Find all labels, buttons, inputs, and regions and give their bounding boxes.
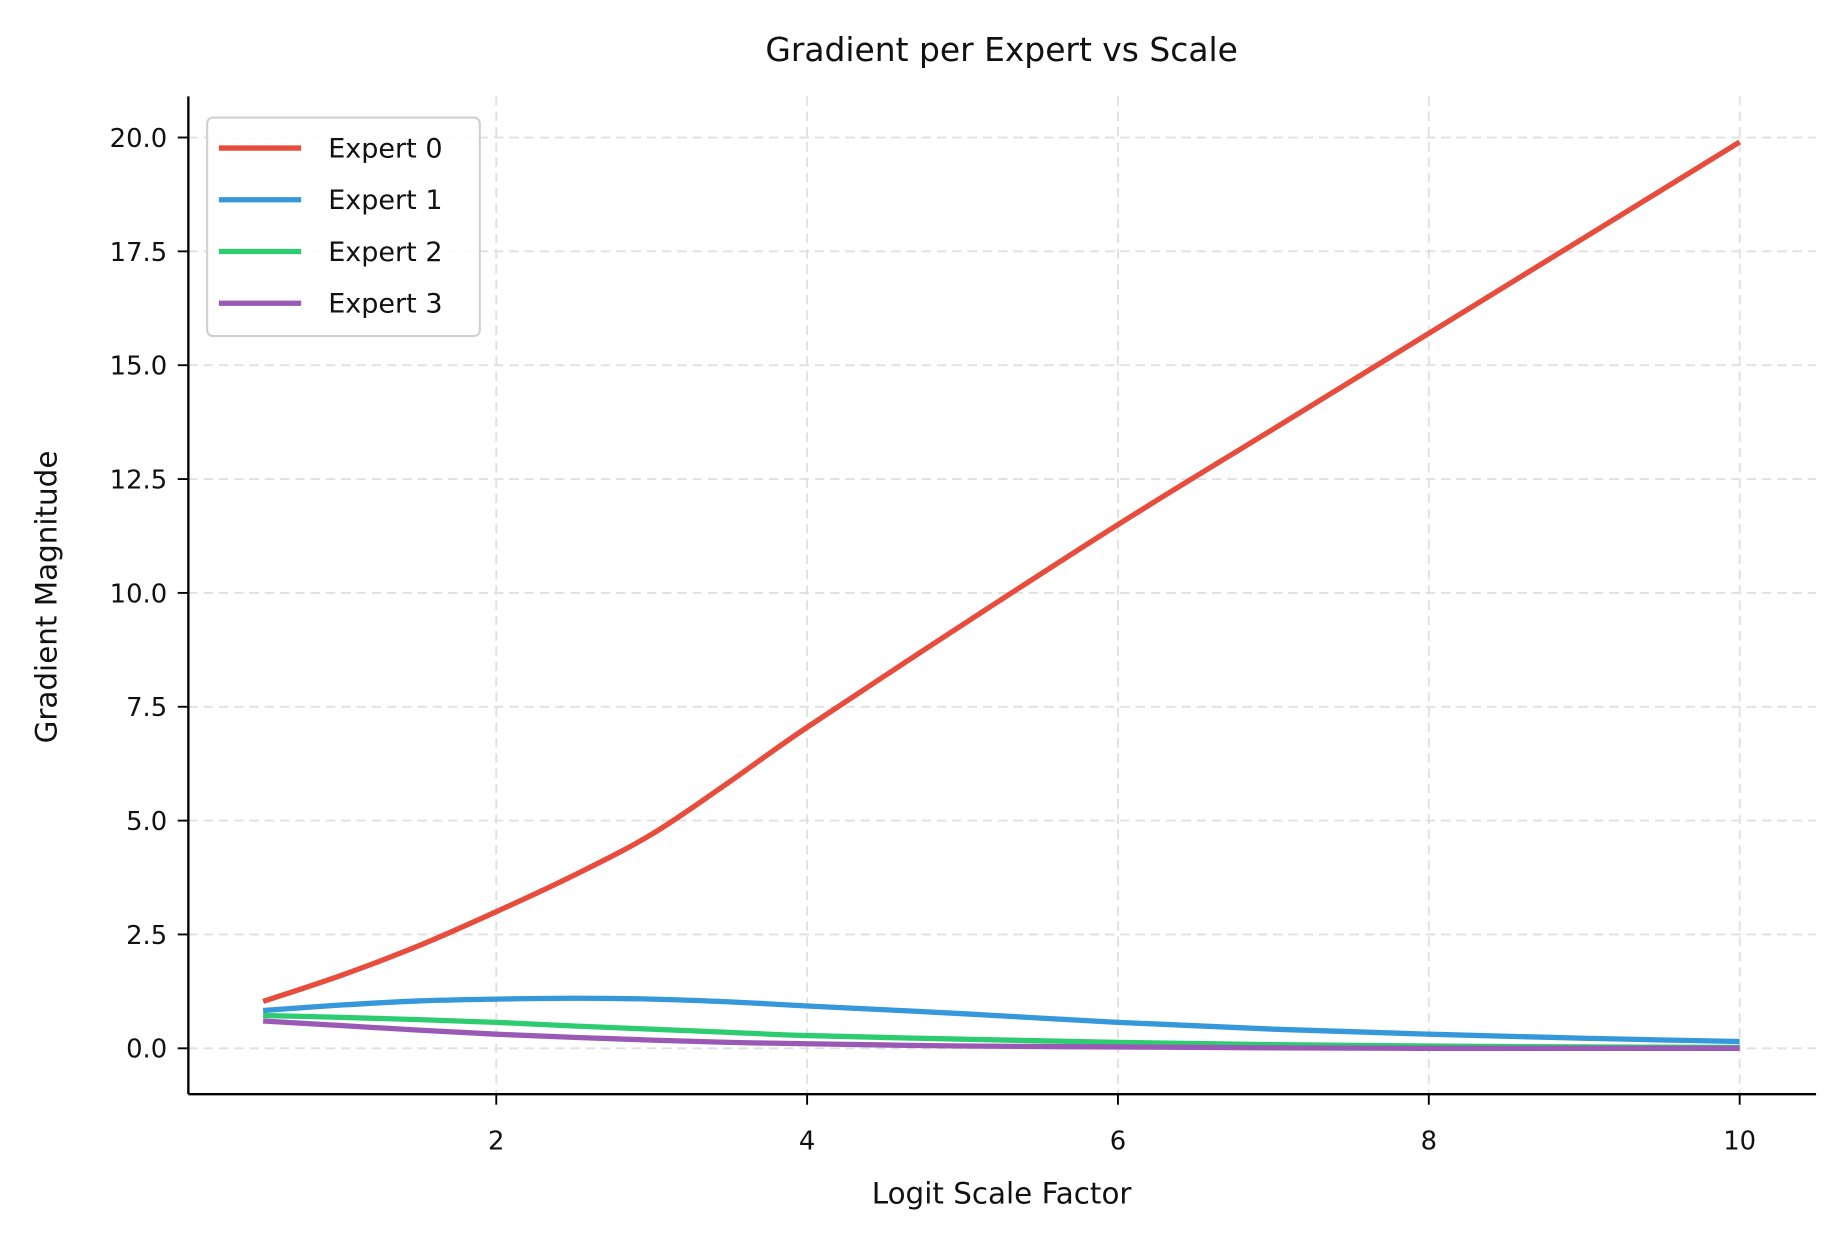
y-tick-label: 7.5 — [126, 693, 167, 723]
x-tick-label: 4 — [799, 1126, 815, 1156]
chart-title: Gradient per Expert vs Scale — [765, 30, 1237, 69]
y-tick-label: 15.0 — [110, 352, 168, 382]
x-tick-label: 10 — [1723, 1126, 1756, 1156]
legend: Expert 0 Expert 1 Expert 2 Expert 3 — [206, 116, 481, 338]
legend-label-expert-0: Expert 0 — [328, 133, 442, 164]
y-tick-label: 12.5 — [110, 465, 168, 495]
series-line-expert-0 — [262, 139, 1742, 1004]
x-tick-label: 8 — [1421, 1126, 1437, 1156]
x-axis-label: Logit Scale Factor — [872, 1176, 1133, 1210]
y-tick-label: 20.0 — [110, 124, 168, 154]
x-ticks: 2 4 6 8 10 — [488, 1094, 1756, 1156]
legend-label-expert-2: Expert 2 — [328, 237, 442, 268]
y-tick-label: 0.0 — [126, 1035, 167, 1065]
legend-label-expert-3: Expert 3 — [328, 289, 442, 320]
y-ticks: 0.0 2.5 5.0 7.5 10.0 12.5 15.0 17.5 20.0 — [110, 124, 189, 1065]
y-tick-label: 10.0 — [110, 579, 168, 609]
series-line-expert-3 — [262, 1018, 1740, 1051]
y-tick-label: 17.5 — [110, 238, 168, 268]
axes — [187, 96, 1817, 1096]
y-tick-label: 2.5 — [126, 921, 167, 951]
x-tick-label: 6 — [1110, 1126, 1126, 1156]
legend-frame — [206, 116, 481, 338]
x-tick-label: 2 — [488, 1126, 504, 1156]
data-lines — [262, 139, 1742, 1051]
y-tick-label: 5.0 — [126, 807, 167, 837]
y-axis-label: Gradient Magnitude — [30, 451, 64, 744]
series-line-expert-1 — [262, 995, 1740, 1045]
legend-label-expert-1: Expert 1 — [328, 185, 442, 216]
